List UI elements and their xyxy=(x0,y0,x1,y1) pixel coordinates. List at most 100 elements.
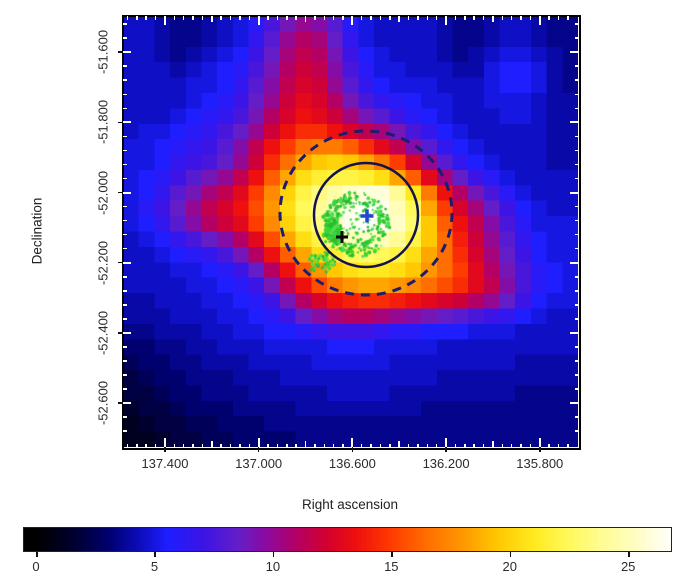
tick-mark xyxy=(239,443,241,447)
outer-tick-mark xyxy=(118,402,123,404)
tick-mark xyxy=(492,441,494,447)
tick-mark xyxy=(123,374,127,376)
tick-mark xyxy=(445,438,448,447)
tick-mark xyxy=(342,16,344,20)
tick-mark xyxy=(548,443,550,447)
tick-mark xyxy=(126,443,129,447)
tick-mark xyxy=(314,16,316,20)
colorbar-tick-mark xyxy=(391,552,393,557)
tick-mark xyxy=(570,261,578,264)
tick-mark xyxy=(501,443,504,447)
tick-mark xyxy=(510,16,513,20)
tick-mark xyxy=(379,16,382,20)
tick-mark xyxy=(574,388,578,390)
outer-tick-mark xyxy=(118,332,123,334)
plot-area xyxy=(122,15,581,450)
tick-mark xyxy=(123,360,127,362)
tick-mark xyxy=(574,374,578,376)
tick-mark xyxy=(351,16,354,25)
tick-mark xyxy=(445,16,448,25)
tick-mark xyxy=(123,163,127,166)
tick-mark xyxy=(257,16,260,25)
tick-mark xyxy=(557,443,560,447)
colorbar-tick-label: 0 xyxy=(32,559,40,574)
tick-mark xyxy=(574,304,578,306)
tick-mark xyxy=(574,219,578,222)
tick-mark xyxy=(567,443,569,447)
tick-mark xyxy=(145,443,147,447)
colorbar-tick-mark xyxy=(272,552,275,557)
outer-tick-mark xyxy=(118,121,123,124)
tick-mark xyxy=(407,16,410,20)
tick-mark xyxy=(201,443,204,447)
y-axis-tick-label: -52.200 xyxy=(95,240,111,285)
x-axis-tick-label: 136.600 xyxy=(328,456,376,471)
x-axis-title: Right ascension xyxy=(301,497,399,512)
tick-mark xyxy=(276,443,279,447)
tick-mark xyxy=(574,247,578,250)
tick-mark xyxy=(570,402,578,405)
tick-mark xyxy=(276,16,279,20)
colorbar-tick-label: 20 xyxy=(502,559,517,574)
tick-mark xyxy=(123,276,127,278)
tick-mark xyxy=(520,443,522,447)
tick-mark xyxy=(529,16,532,20)
tick-mark xyxy=(454,16,457,20)
outer-tick-mark xyxy=(257,447,260,452)
tick-mark xyxy=(123,388,127,390)
tick-mark xyxy=(574,416,578,418)
tick-mark xyxy=(370,443,372,447)
outer-tick-mark xyxy=(118,191,123,194)
tick-mark xyxy=(379,443,382,447)
tick-mark xyxy=(323,443,325,447)
tick-mark xyxy=(211,16,213,22)
tick-mark xyxy=(574,177,578,180)
tick-mark xyxy=(136,443,138,447)
tick-mark xyxy=(123,304,127,306)
x-axis-tick-label: 137.400 xyxy=(141,456,189,471)
tick-mark xyxy=(501,16,504,20)
tick-mark xyxy=(538,438,541,447)
tick-mark xyxy=(123,121,131,124)
colorbar-tick-label: 10 xyxy=(265,559,281,574)
tick-mark xyxy=(154,16,157,20)
x-axis-tick-label: 136.200 xyxy=(422,456,470,471)
y-axis-tick-label: -52.400 xyxy=(95,310,111,355)
y-axis-tick-label: -51.600 xyxy=(95,30,111,75)
tick-mark xyxy=(123,346,127,348)
tick-mark xyxy=(574,107,578,110)
tick-mark xyxy=(123,135,127,138)
tick-mark xyxy=(332,443,335,447)
tick-mark xyxy=(574,65,578,67)
colorbar-tick-label: 5 xyxy=(150,559,159,574)
tick-mark xyxy=(351,438,354,447)
tick-mark xyxy=(304,16,307,22)
tick-mark xyxy=(123,79,127,81)
tick-mark xyxy=(123,51,131,54)
tick-mark xyxy=(123,219,127,222)
tick-mark xyxy=(173,16,176,20)
tick-mark xyxy=(574,290,578,292)
tick-mark xyxy=(482,16,485,20)
tick-mark xyxy=(229,16,232,20)
tick-mark xyxy=(257,438,260,447)
tick-mark xyxy=(435,16,438,20)
colorbar-tick-mark xyxy=(36,552,38,557)
tick-mark xyxy=(123,205,127,208)
tick-mark xyxy=(454,443,457,447)
outer-tick-mark xyxy=(351,447,354,452)
tick-mark xyxy=(220,16,222,20)
tick-mark xyxy=(173,443,176,447)
tick-mark xyxy=(360,443,363,447)
tick-mark xyxy=(342,443,344,447)
tick-mark xyxy=(370,16,372,20)
outer-tick-mark xyxy=(539,447,541,452)
tick-mark xyxy=(574,430,578,432)
tick-mark xyxy=(239,16,241,20)
tick-mark xyxy=(574,205,578,208)
tick-mark xyxy=(567,16,569,20)
colorbar-tick-mark xyxy=(509,552,512,557)
outer-tick-mark xyxy=(118,51,123,53)
tick-mark xyxy=(574,233,578,236)
